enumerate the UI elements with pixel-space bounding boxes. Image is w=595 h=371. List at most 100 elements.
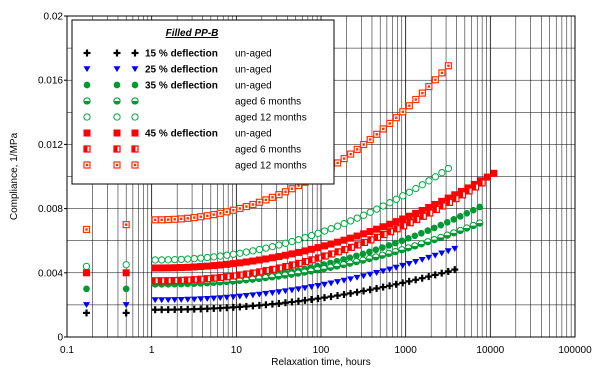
data-point [340,290,348,298]
data-point [339,260,348,269]
y-tick-label: 0 [57,333,63,344]
data-point [301,285,309,292]
data-point [444,267,452,275]
data-point [122,221,130,229]
y-tick-label: 0.016 [38,76,63,87]
x-tick-label: 100 [313,345,330,356]
data-point [164,264,172,272]
data-point [229,260,237,268]
data-markers [82,62,498,317]
data-point [347,234,355,242]
data-point [320,264,328,273]
data-point [398,237,406,245]
data-point [288,237,296,246]
data-point [236,249,244,257]
data-point [392,195,400,203]
data-point [372,246,380,254]
data-point [242,258,250,266]
data-point [268,242,277,251]
data-point [216,295,224,302]
data-point [210,253,218,261]
data-point [437,221,445,229]
data-point [122,302,130,309]
legend-label: aged 6 months [235,145,301,156]
legend-label-bold: 45 % deflection [145,129,218,140]
data-point [392,218,400,226]
x-tick-label: 0.1 [60,345,74,356]
data-point [236,271,244,279]
data-point [411,232,419,240]
data-point [83,302,91,309]
plot-frame [66,15,576,338]
data-point [268,254,276,262]
data-point [328,250,336,258]
data-point [463,209,471,217]
data-point [294,286,302,293]
data-point [255,291,263,298]
data-point [307,231,316,240]
data-point [249,200,257,209]
data-point [164,256,172,264]
data-point [197,305,205,313]
data-point [275,241,283,249]
x-tick-label: 10 [231,345,243,356]
data-point [288,261,297,269]
data-point [353,214,361,222]
legend-label-bold: 15 % deflection [145,49,218,60]
data-point [281,288,289,295]
data-point [405,234,412,242]
data-point [203,295,211,302]
data-point [399,279,407,287]
data-point [131,129,139,137]
data-point [301,258,310,266]
data-point [262,301,270,309]
data-point [386,199,394,207]
data-point [307,284,315,291]
data-point [113,113,121,121]
data-point [113,49,121,57]
data-point [373,225,381,233]
data-point [223,273,231,281]
data-point [301,233,309,242]
data-point [229,294,237,301]
data-point [223,251,231,259]
data-point [418,229,425,237]
data-point [444,164,453,173]
data-point [438,169,446,177]
data-point [249,292,257,299]
data-point [113,97,121,105]
data-point [236,204,244,213]
legend-label-bold: 35 % deflection [145,81,218,92]
data-point [399,108,407,116]
data-point [366,228,374,236]
data-point [333,222,342,230]
data-point [307,267,315,275]
data-point [210,262,218,270]
data-point [158,297,166,304]
data-point [418,89,426,97]
data-point [443,218,451,226]
data-point [327,225,335,233]
data-point [83,113,91,121]
data-point [184,214,192,222]
data-point [131,81,139,89]
data-point [262,255,270,263]
data-point [379,283,387,291]
data-point [171,264,179,272]
data-point [373,270,381,277]
data-point [456,213,464,220]
data-point [255,198,264,206]
data-point [242,248,251,256]
data-point [158,306,166,314]
data-point [379,223,387,231]
data-point [333,262,341,270]
data-point [131,145,139,153]
data-point [340,219,348,228]
data-point [391,247,400,256]
data-point [360,140,368,149]
data-point [353,252,360,260]
data-point [151,277,159,285]
legend-title: Filled PP-B [166,28,219,39]
data-point [236,303,244,311]
